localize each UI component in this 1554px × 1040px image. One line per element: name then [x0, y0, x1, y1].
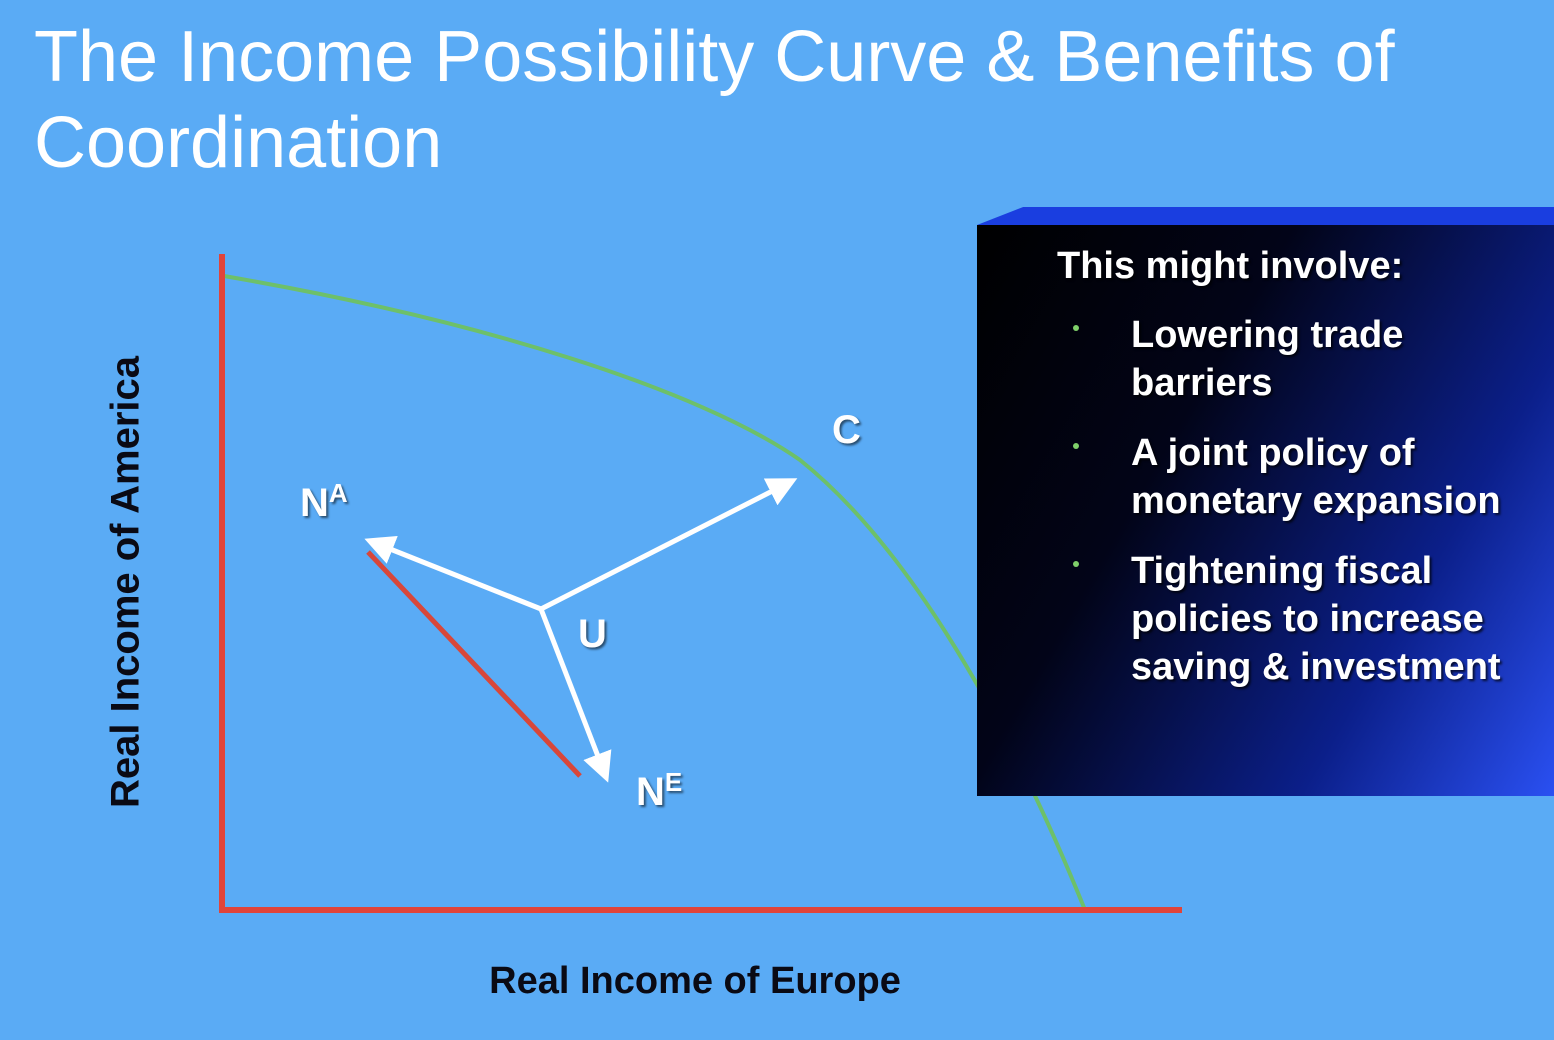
arrow-to-c	[539, 478, 798, 612]
list-item-text: A joint policy of monetary expansion	[1131, 432, 1501, 522]
x-axis-label: Real Income of Europe	[489, 960, 901, 1002]
info-box: This might involve: Lowering trade barri…	[977, 225, 1554, 796]
info-box-bevel	[977, 207, 1554, 225]
point-label-ne: NE	[636, 767, 682, 815]
nash-segment	[366, 550, 582, 778]
point-label-u: U	[578, 612, 607, 656]
bullet-icon	[1073, 443, 1079, 449]
list-item: Lowering trade barriers	[977, 311, 1534, 407]
list-item-text: Lowering trade barriers	[1131, 314, 1404, 404]
info-box-heading: This might involve:	[1057, 245, 1404, 287]
na-sup: A	[328, 478, 348, 508]
point-label-na: NA	[300, 478, 348, 526]
list-item: A joint policy of monetary expansion	[977, 429, 1534, 525]
arrow-to-ne	[538, 608, 612, 783]
ne-sup: E	[664, 767, 683, 797]
list-item-text: Tightening fiscal policies to increase s…	[1131, 550, 1501, 688]
ne-main: N	[636, 770, 665, 814]
point-label-c: C	[832, 408, 861, 452]
list-item: Tightening fiscal policies to increase s…	[977, 547, 1534, 691]
info-box-list: Lowering trade barriers A joint policy o…	[977, 311, 1534, 691]
bullet-icon	[1073, 561, 1079, 567]
bullet-icon	[1073, 325, 1079, 331]
slide-title: The Income Possibility Curve & Benefits …	[34, 17, 1395, 183]
arrow-to-na	[364, 535, 542, 612]
y-axis-label: Real Income of America	[103, 355, 148, 809]
na-main: N	[300, 481, 329, 525]
